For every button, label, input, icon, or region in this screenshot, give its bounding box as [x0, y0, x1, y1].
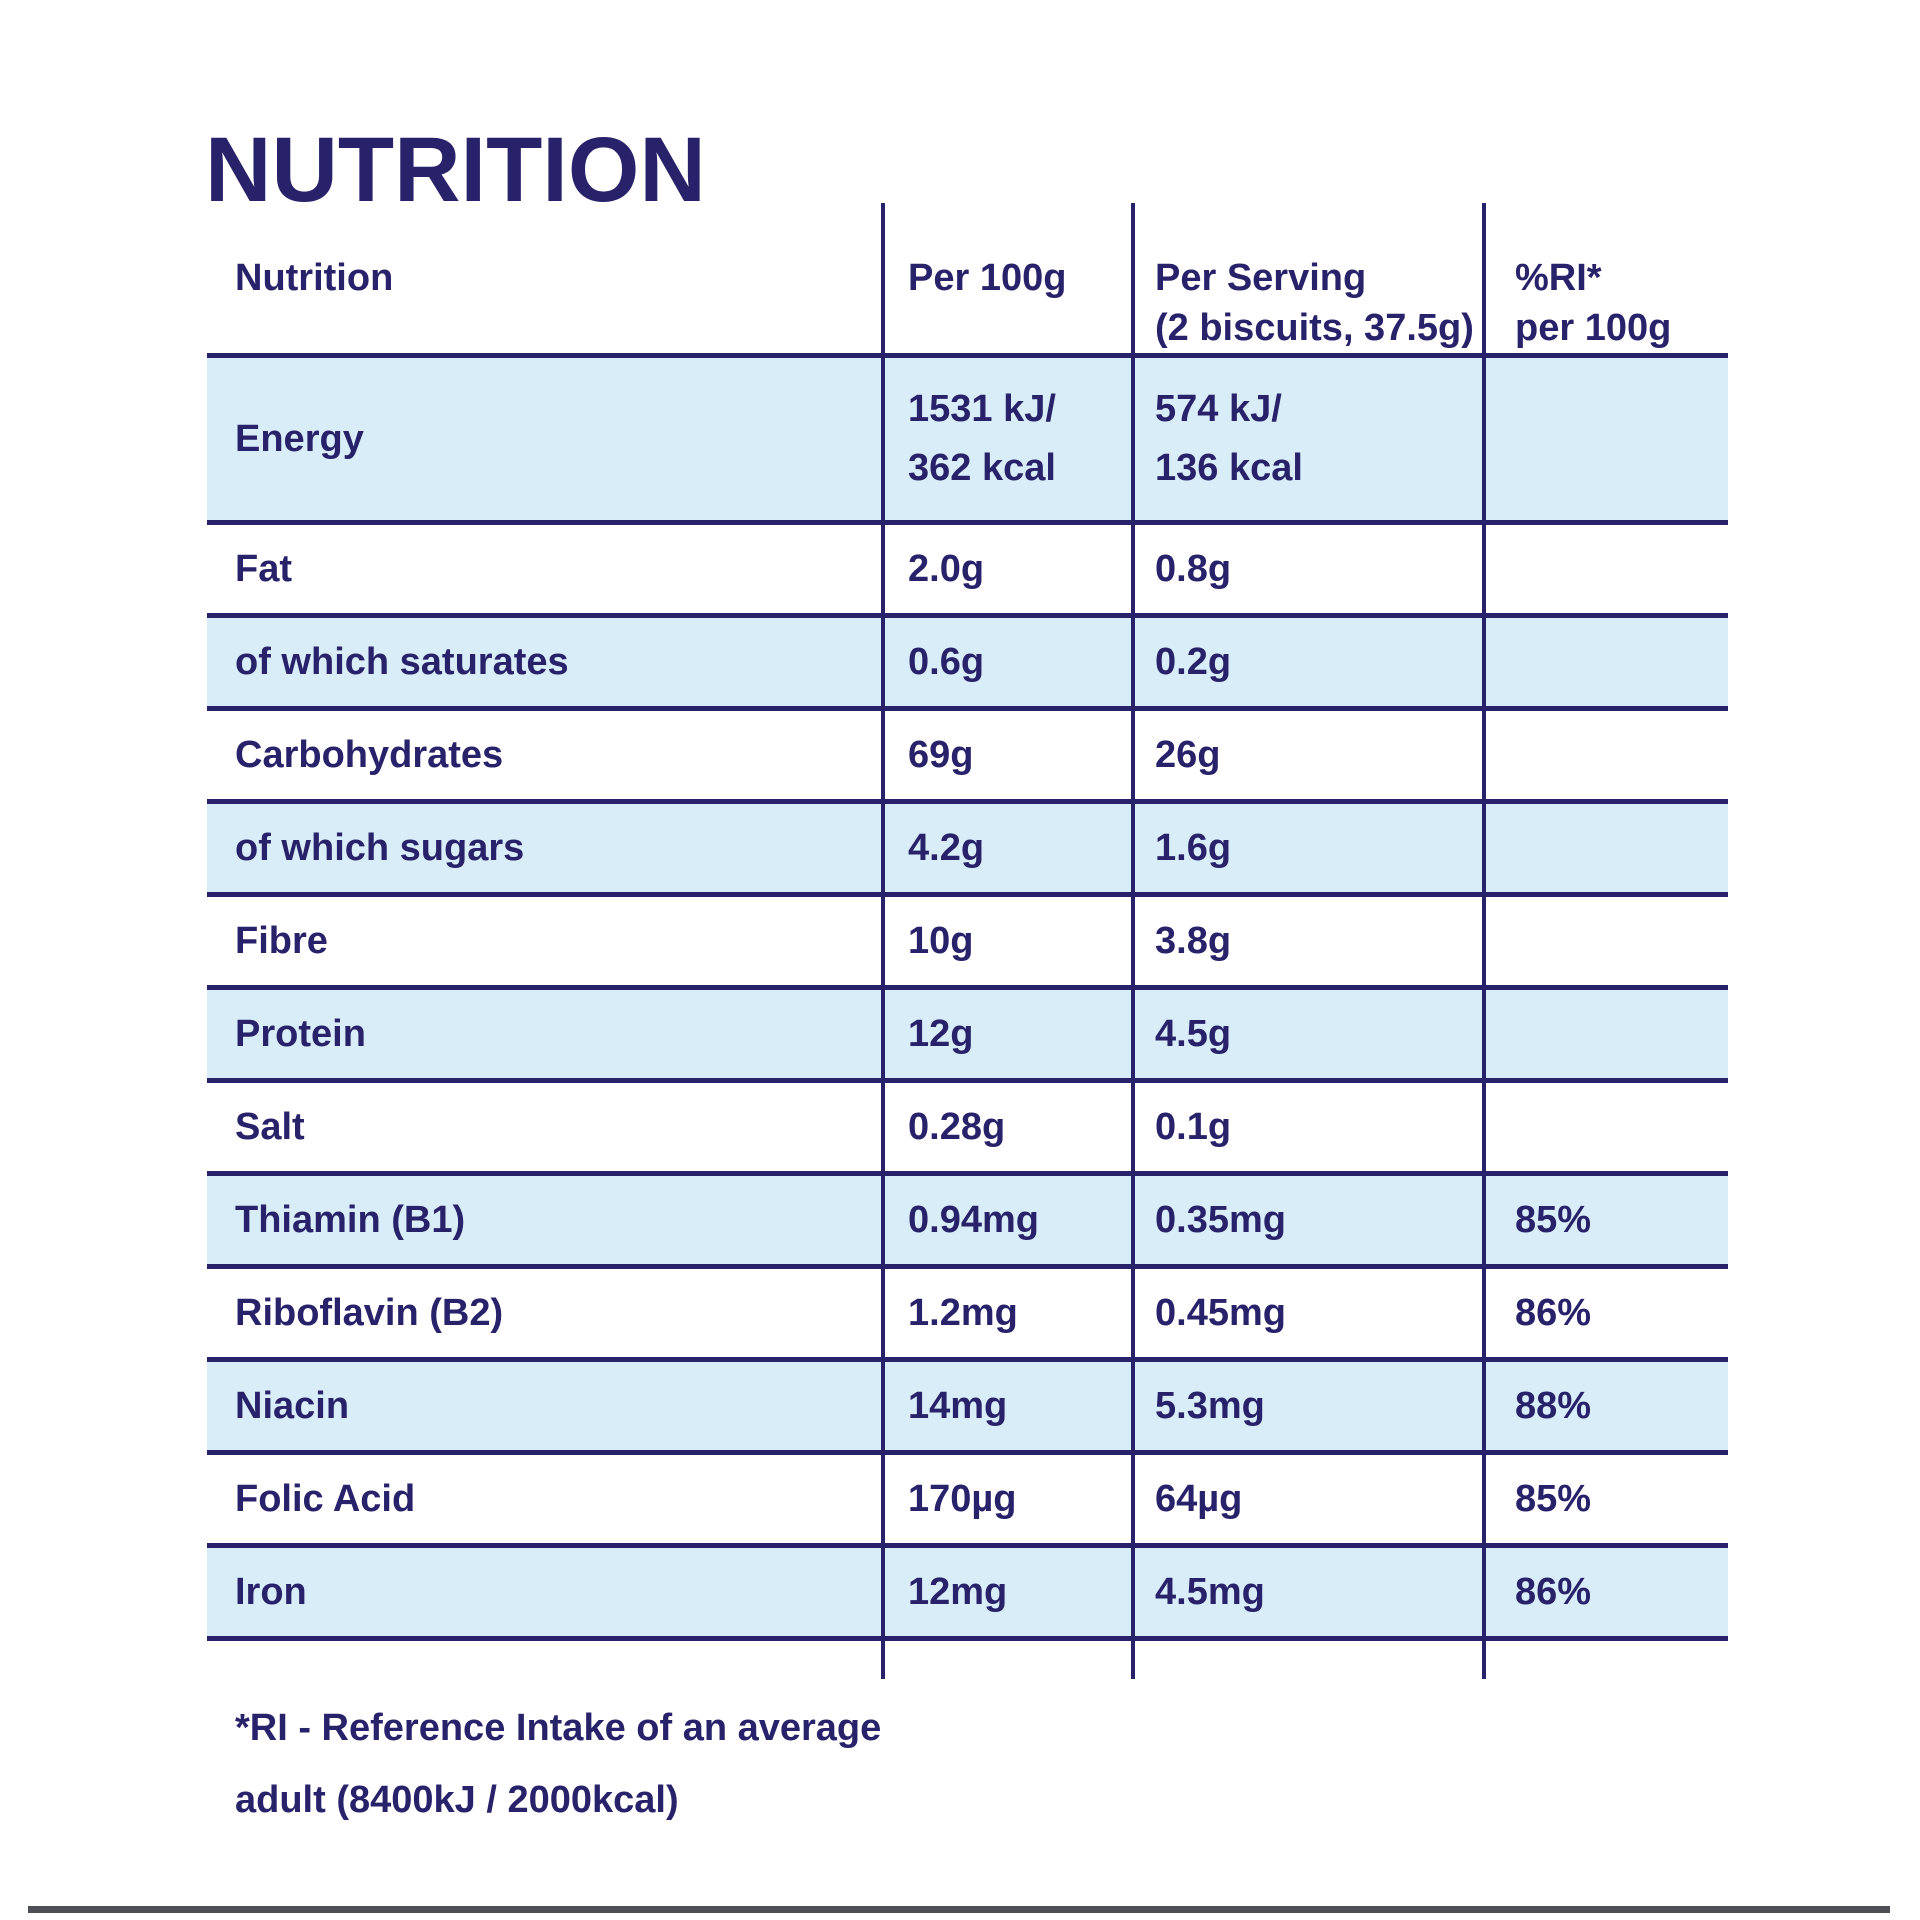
- per-serving-cell: 64µg: [1155, 1477, 1243, 1520]
- per-100g-cell: 4.2g: [908, 826, 985, 869]
- header-per-serving-line2: (2 biscuits, 37.5g): [1155, 307, 1474, 350]
- per-serving-cell: 0.2g: [1155, 640, 1232, 683]
- column-divider-3: [1482, 203, 1486, 1679]
- table-row: Folic Acid 170µg 64µg 85%: [207, 1455, 1728, 1548]
- table-row: Energy 1531 kJ/ 362 kcal 574 kJ/ 136 kca…: [207, 358, 1728, 525]
- ri-cell: 85%: [1515, 1477, 1592, 1520]
- column-divider-2: [1131, 203, 1135, 1679]
- per-100g-cell: 1.2mg: [908, 1291, 1018, 1334]
- per-100g-cell: 0.94mg: [908, 1198, 1039, 1241]
- per-100g-cell: 12g: [908, 1012, 974, 1055]
- header-per-serving-line1: Per Serving: [1155, 257, 1367, 299]
- nutrient-name-cell: of which saturates: [235, 640, 569, 683]
- per-serving-cell: 0.8g: [1155, 547, 1232, 590]
- header-per-100g: Per 100g: [883, 203, 1133, 303]
- ri-cell: [1484, 525, 1728, 613]
- per-100g-cell: 1531 kJ/ 362 kcal: [908, 388, 1056, 489]
- nutrient-name-cell: Carbohydrates: [235, 733, 504, 776]
- ri-cell: [1484, 897, 1728, 985]
- per-100g-cell: 2.0g: [908, 547, 985, 590]
- header-ri-line2: per 100g: [1515, 307, 1672, 350]
- table-row: of which saturates 0.6g 0.2g: [207, 618, 1728, 711]
- table-row: Fibre 10g 3.8g: [207, 897, 1728, 990]
- per-100g-cell: 14mg: [908, 1384, 1008, 1427]
- per-serving-cell: 4.5mg: [1155, 1570, 1265, 1613]
- per-100g-cell: 69g: [908, 733, 974, 776]
- nutrient-name-cell: Salt: [235, 1105, 305, 1148]
- ri-cell: 86%: [1515, 1291, 1592, 1334]
- table-row: Thiamin (B1) 0.94mg 0.35mg 85%: [207, 1176, 1728, 1269]
- ri-cell: [1484, 711, 1728, 799]
- per-serving-cell: 5.3mg: [1155, 1384, 1265, 1427]
- footnote-line-2: adult (8400kJ / 2000kcal): [235, 1779, 679, 1821]
- nutrient-name-cell: of which sugars: [235, 826, 525, 869]
- table-row: Protein 12g 4.5g: [207, 990, 1728, 1083]
- nutrient-name-cell: Iron: [235, 1570, 307, 1613]
- header-nutrition: Nutrition: [207, 203, 883, 303]
- ri-cell: 85%: [1515, 1198, 1592, 1241]
- nutrient-name-cell: Thiamin (B1): [235, 1198, 466, 1241]
- ri-cell: [1484, 990, 1728, 1078]
- per-serving-cell: 574 kJ/ 136 kcal: [1155, 388, 1303, 489]
- per-100g-cell: 0.28g: [908, 1105, 1006, 1148]
- table-row: of which sugars 4.2g 1.6g: [207, 804, 1728, 897]
- ri-cell: [1484, 618, 1728, 706]
- ri-cell: [1484, 804, 1728, 892]
- per-serving-cell: 0.45mg: [1155, 1291, 1286, 1334]
- table-row: Salt 0.28g 0.1g: [207, 1083, 1728, 1176]
- column-divider-1: [881, 203, 885, 1679]
- ri-cell: 86%: [1515, 1570, 1592, 1613]
- per-100g-cell: 12mg: [908, 1570, 1008, 1613]
- per-100g-cell: 0.6g: [908, 640, 985, 683]
- nutrient-name-cell: Fibre: [235, 919, 328, 962]
- nutrient-name-cell: Niacin: [235, 1384, 350, 1427]
- table-row: Riboflavin (B2) 1.2mg 0.45mg 86%: [207, 1269, 1728, 1362]
- per-serving-cell: 3.8g: [1155, 919, 1232, 962]
- per-serving-cell: 0.35mg: [1155, 1198, 1286, 1241]
- nutrient-name-cell: Riboflavin (B2): [235, 1291, 504, 1334]
- table-body: Energy 1531 kJ/ 362 kcal 574 kJ/ 136 kca…: [207, 358, 1728, 1641]
- table-row: Fat 2.0g 0.8g: [207, 525, 1728, 618]
- per-serving-cell: 26g: [1155, 733, 1221, 776]
- nutrient-name-cell: Folic Acid: [235, 1477, 416, 1520]
- per-100g-cell: 10g: [908, 919, 974, 962]
- ri-cell: [1484, 1083, 1728, 1171]
- ri-cell: [1484, 358, 1728, 520]
- ri-cell: 88%: [1515, 1384, 1592, 1427]
- bottom-divider: [28, 1906, 1890, 1913]
- per-100g-cell: 170µg: [908, 1477, 1017, 1520]
- nutrition-table: Nutrition Per 100g Per Serving (2 biscuit…: [207, 203, 1728, 1679]
- per-serving-cell: 4.5g: [1155, 1012, 1232, 1055]
- footnote: *RI - Reference Intake of an average adu…: [235, 1692, 995, 1836]
- page-title: NUTRITION: [205, 119, 706, 221]
- footnote-line-1: *RI - Reference Intake of an average: [235, 1707, 882, 1749]
- per-serving-cell: 1.6g: [1155, 826, 1232, 869]
- table-header-row: Nutrition Per 100g Per Serving (2 biscuit…: [207, 203, 1728, 358]
- nutrient-name-cell: Fat: [235, 547, 292, 590]
- table-row: Niacin 14mg 5.3mg 88%: [207, 1362, 1728, 1455]
- header-ri: %RI* per 100g: [1484, 203, 1728, 353]
- header-nutrition-line1: Nutrition: [235, 257, 394, 299]
- header-ri-line1: %RI*: [1515, 257, 1602, 299]
- header-per-serving: Per Serving (2 biscuits, 37.5g): [1133, 203, 1484, 353]
- table-row: Iron 12mg 4.5mg 86%: [207, 1548, 1728, 1641]
- header-per-100g-line1: Per 100g: [908, 257, 1067, 299]
- per-serving-cell: 0.1g: [1155, 1105, 1232, 1148]
- table-row: Carbohydrates 69g 26g: [207, 711, 1728, 804]
- nutrient-name-cell: Protein: [235, 1012, 366, 1055]
- nutrient-name-cell: Energy: [235, 417, 364, 460]
